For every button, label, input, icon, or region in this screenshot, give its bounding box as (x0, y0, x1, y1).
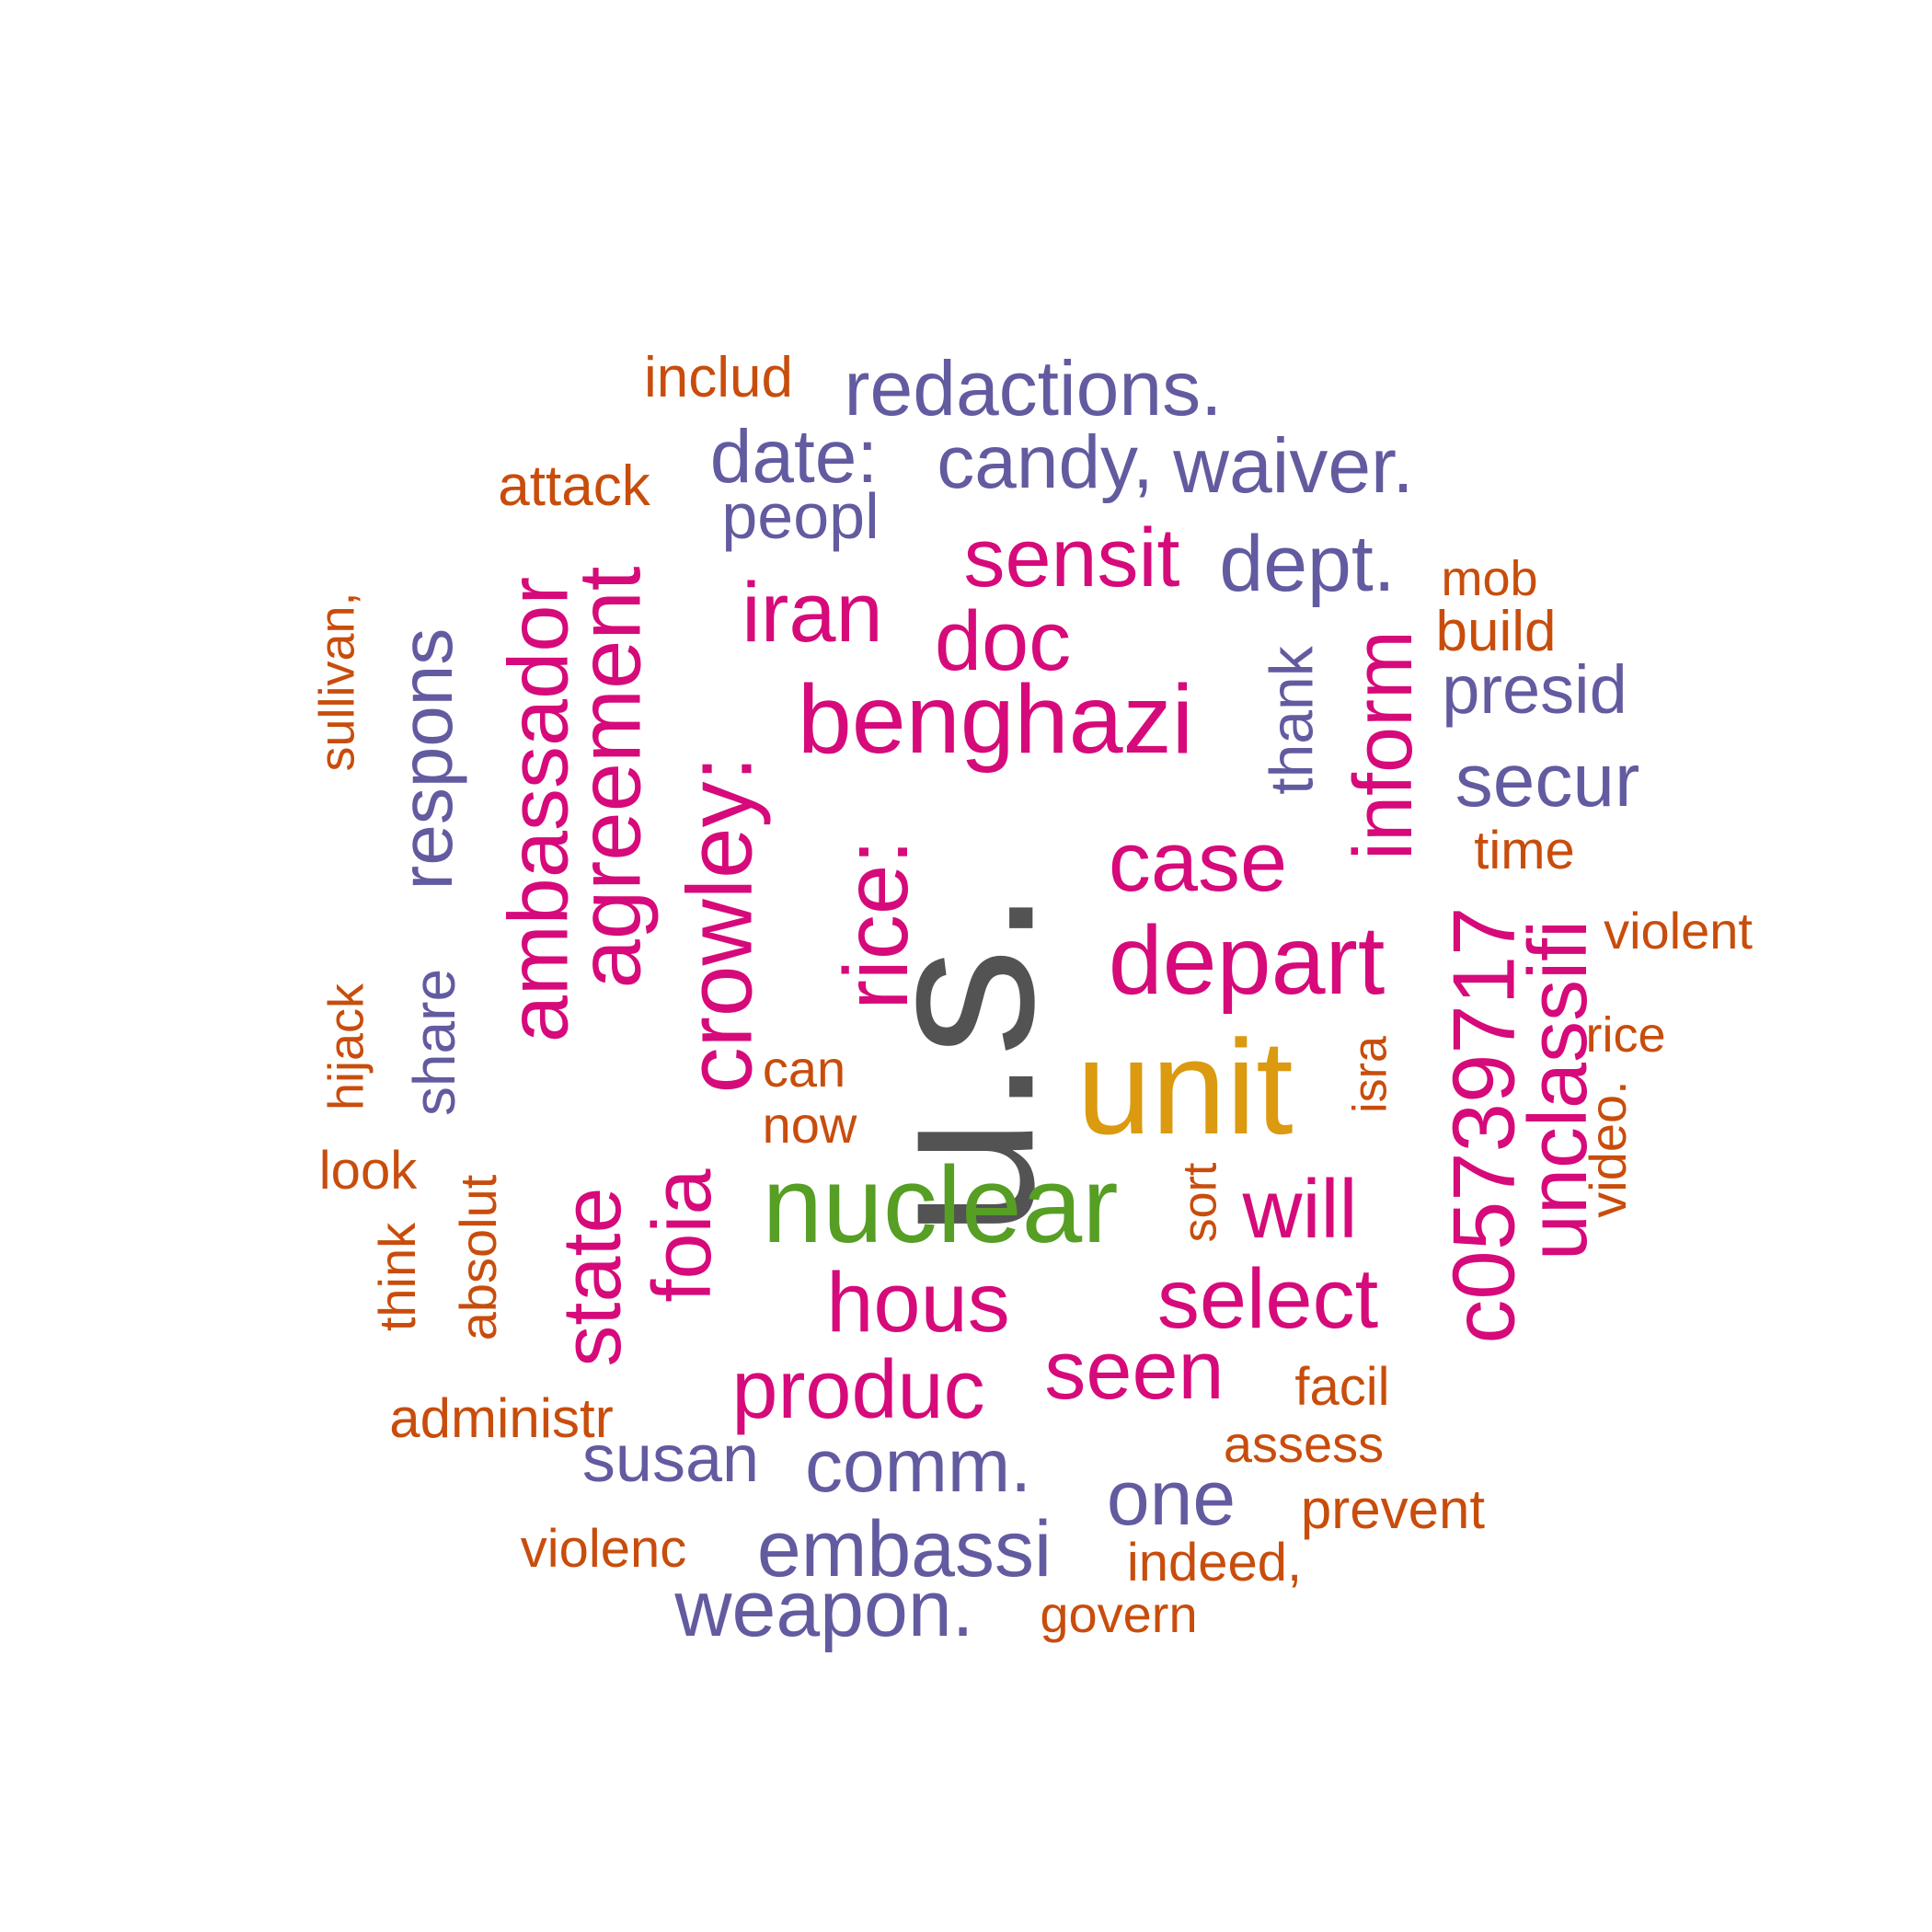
word-57: facil (1294, 1357, 1389, 1417)
word-21: doc (935, 594, 1071, 688)
word-61: violenc (521, 1519, 687, 1579)
word-14: hous (826, 1256, 1010, 1350)
word-47: video. (1579, 1080, 1637, 1217)
word-5: crowley: (668, 756, 771, 1094)
word-9: ambassador (491, 577, 585, 1042)
word-22: sensit (963, 512, 1179, 604)
word-58: assess (1224, 1415, 1384, 1473)
word-62: govern (1040, 1585, 1197, 1643)
word-7: c05739717 (1434, 906, 1533, 1343)
word-32: share (401, 969, 467, 1116)
word-16: seen (1044, 1325, 1224, 1417)
word-48: hijack (318, 983, 374, 1110)
word-49: look (319, 1141, 418, 1201)
word-28: dept. (1219, 520, 1395, 608)
word-10: unclassifi (1512, 920, 1604, 1260)
word-2: nuclear (762, 1144, 1118, 1266)
word-19: foia (637, 1168, 729, 1303)
word-30: secur (1455, 739, 1640, 822)
word-3: benghazi (798, 665, 1193, 774)
word-18: state (546, 1187, 638, 1366)
word-34: susan (582, 1422, 759, 1496)
word-0: u.s. (836, 888, 1079, 1237)
word-6: rice: (825, 839, 926, 1009)
word-53: now (763, 1096, 857, 1154)
word-8: agreement (560, 567, 659, 989)
word-31: respons (385, 628, 467, 891)
word-35: comm. (805, 1424, 1031, 1508)
word-54: isra (1344, 1036, 1397, 1113)
word-13: select (1157, 1252, 1378, 1346)
word-56: administr (389, 1387, 613, 1449)
word-4: depart (1109, 906, 1386, 1015)
word-52: can (763, 1040, 845, 1098)
word-55: sort (1174, 1162, 1227, 1242)
word-12: case (1109, 815, 1287, 909)
word-60: indeed, (1127, 1533, 1302, 1593)
word-39: includ (644, 346, 793, 409)
word-43: build (1436, 600, 1557, 663)
word-27: peopl (721, 480, 879, 552)
word-15: produc (731, 1344, 984, 1436)
word-17: will (1242, 1164, 1358, 1256)
word-29: presid (1442, 651, 1627, 728)
word-11: inform (1338, 630, 1430, 860)
word-38: weapon. (673, 1565, 973, 1653)
word-46: rice (1585, 1007, 1665, 1063)
word-44: time (1474, 821, 1575, 880)
word-25: candy, (937, 420, 1154, 504)
word-20: iran (742, 566, 882, 660)
word-41: sullivan, (309, 592, 364, 771)
word-33: thank (1257, 645, 1325, 794)
word-59: prevent (1301, 1478, 1485, 1540)
word-51: absolut (449, 1174, 507, 1340)
word-1: unit (1076, 1012, 1293, 1162)
word-45: violent (1604, 902, 1753, 960)
word-42: mob (1441, 551, 1537, 606)
word-40: attack (498, 454, 650, 518)
word-24: date: (710, 415, 878, 499)
word-50: think (368, 1222, 426, 1331)
word-23: redactions. (845, 345, 1223, 431)
word-36: one (1107, 1455, 1236, 1541)
word-37: embassi (757, 1505, 1052, 1593)
word-26: waiver. (1172, 422, 1413, 509)
